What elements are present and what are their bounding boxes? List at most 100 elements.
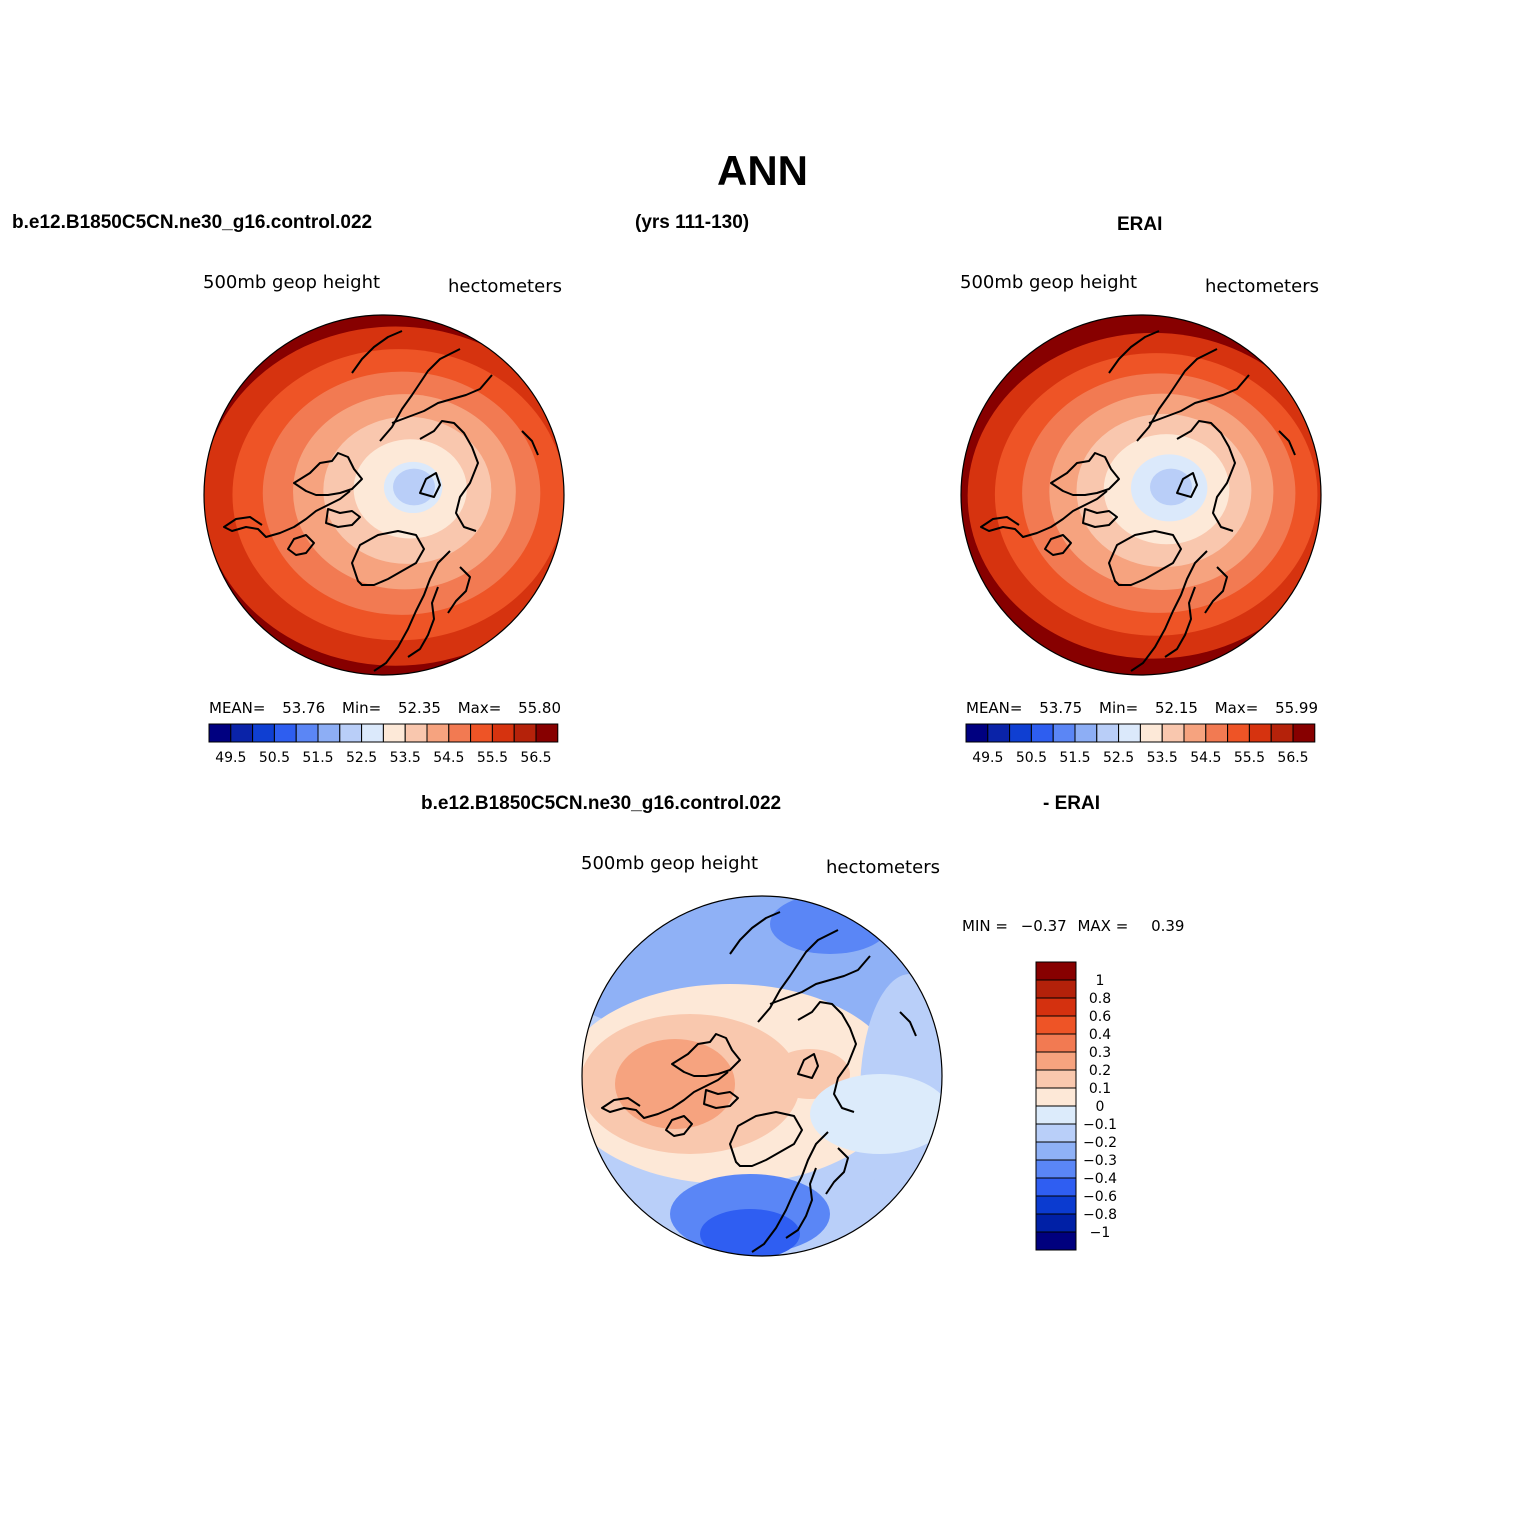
colorbar-box [1227,723,1250,743]
model-polar-map [203,314,565,676]
model-mean-label: MEAN= [209,699,266,717]
obs-plot-title: 500mb geop height [960,272,1138,293]
map-border [581,895,943,1257]
obs-max-value: 55.99 [1275,699,1319,717]
colorbar-box [1035,1213,1077,1233]
colorbar-box [535,723,559,743]
colorbar-box [361,723,384,743]
obs-stats: MEAN= 53.75 Min= 52.15 Max= 55.99 [966,699,1318,717]
colorbar-box [1270,723,1294,743]
model-stats: MEAN= 53.76 Min= 52.35 Max= 55.80 [209,699,561,717]
colorbar-tick-label: 52.5 [1103,750,1134,766]
contour-band [615,1039,735,1129]
colorbar-tick-label: 50.5 [1016,750,1047,766]
colorbar-box [1035,1177,1077,1197]
colorbar-box [252,723,275,743]
colorbar-box [1035,979,1077,999]
colorbar-box [382,723,406,743]
colorbar-tick-label: 51.5 [302,750,333,766]
obs-mean-label: MEAN= [966,699,1023,717]
colorbar-box [1183,723,1207,743]
colorbar-box [448,723,472,743]
colorbar-tick-label: 0.8 [1089,991,1111,1007]
colorbar-tick-label: 56.5 [520,750,551,766]
diff-plot-units: hectometers [826,857,940,878]
colorbar-tick-label: 54.5 [1190,750,1221,766]
colorbar-box [1161,723,1185,743]
colorbar-box [491,723,515,743]
colorbar-box [1292,723,1316,743]
diff-case-name: b.e12.B1850C5CN.ne30_g16.control.022 [421,793,782,814]
obs-polar-map [960,314,1322,676]
model-years: (yrs 111-130) [635,212,750,233]
colorbar-box [317,723,341,743]
colorbar-tick-label: −1 [1090,1225,1111,1241]
colorbar-box [1009,723,1032,743]
coastlines [980,330,1296,672]
colorbar-tick-label: 0.4 [1089,1027,1111,1043]
map-border [203,314,565,676]
colorbar-box [295,723,319,743]
model-mean-value: 53.76 [282,699,326,717]
diff-stats: MIN = −0.37 MAX = 0.39 [962,917,1184,935]
colorbar-box [1035,1141,1077,1161]
colorbar-box [273,723,297,743]
colorbar-box [1074,723,1098,743]
colorbar-box [1035,1015,1077,1035]
colorbar-box [1035,1195,1077,1215]
colorbar-tick-label: 50.5 [259,750,290,766]
model-plot-units: hectometers [448,276,562,297]
colorbar-tick-label: −0.2 [1083,1135,1117,1151]
colorbar-tick-label: −0.1 [1083,1117,1117,1133]
colorbar-box [987,723,1011,743]
colorbar-box [1052,723,1076,743]
colorbar-box [1248,723,1272,743]
colorbar-box [1035,1069,1077,1089]
colorbar-tick-label: 0.1 [1089,1081,1111,1097]
colorbar-box [339,723,363,743]
colorbar-tick-label: 53.5 [1147,750,1178,766]
colorbar-box [1035,1051,1077,1071]
obs-plot-units: hectometers [1205,276,1319,297]
colorbar-tick-label: −0.6 [1083,1189,1117,1205]
coastlines [223,330,539,672]
colorbar-tick-label: 0.6 [1089,1009,1111,1025]
colorbar-tick-label: 55.5 [1234,750,1265,766]
obs-mean-value: 53.75 [1039,699,1083,717]
colorbar-tick-label: 49.5 [972,750,1003,766]
model-min-value: 52.35 [397,699,441,717]
colorbar-tick-label: 0.2 [1089,1063,1111,1079]
colorbar-box [1035,1231,1077,1251]
colorbar-box [1096,723,1120,743]
model-colorbar: 49.5 50.5 51.5 52.5 53.5 54.5 55.5 56.5 [208,723,559,766]
model-max-label: Max= [457,699,502,717]
page-title: ANN [717,147,808,194]
colorbar-box [1030,723,1054,743]
model-min-label: Min= [342,699,382,717]
contour-band [700,1209,800,1256]
colorbar-box [1205,723,1229,743]
contour-band [770,896,890,954]
obs-max-label: Max= [1214,699,1259,717]
colorbar-box [513,723,537,743]
contour-band [810,1074,942,1154]
contour-band [1150,468,1192,506]
colorbar-tick-label: 51.5 [1059,750,1090,766]
model-case-name: b.e12.B1850C5CN.ne30_g16.control.022 [12,212,373,233]
diff-plot-title: 500mb geop height [581,853,759,874]
colorbar-box [1035,1087,1077,1107]
colorbar-tick-label: −0.4 [1083,1171,1117,1187]
colorbar-tick-label: 53.5 [390,750,421,766]
colorbar-tick-label: 52.5 [346,750,377,766]
colorbar-tick-label: 1 [1096,973,1105,989]
obs-min-value: 52.15 [1154,699,1198,717]
colorbar-box [1035,1159,1077,1179]
diff-max-value: 0.39 [1151,917,1185,935]
diff-colorbar: 1 0.8 0.6 0.4 0.3 0.2 0.1 0 −0.1 −0.2 −0.3 −0.4 −0.6… [1035,961,1117,1251]
colorbar-box [1118,723,1141,743]
colorbar-box [1035,1123,1077,1143]
colorbar-tick-label: 49.5 [215,750,246,766]
obs-name: ERAI [1117,214,1163,235]
contour-band [393,468,435,506]
colorbar-box [230,723,254,743]
